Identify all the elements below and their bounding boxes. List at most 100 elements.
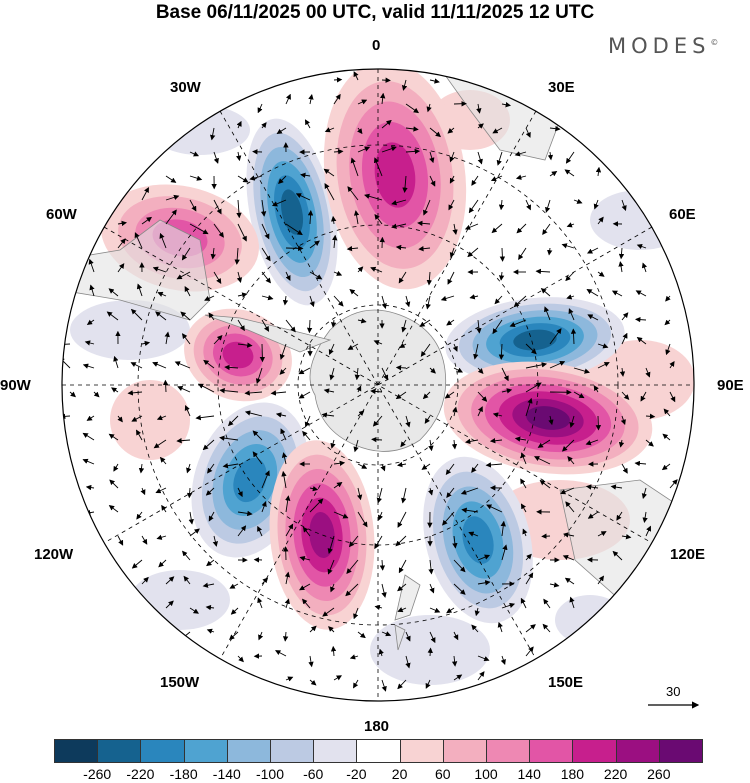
wind-vector	[663, 408, 671, 417]
wind-vector	[261, 247, 271, 262]
wind-vector	[372, 415, 383, 427]
wind-vector	[398, 271, 407, 284]
wind-vector	[501, 388, 513, 394]
lon-label-30w: 30W	[170, 79, 201, 96]
wind-vector	[429, 78, 440, 84]
colorbar-cell	[529, 739, 574, 763]
wind-vector	[379, 559, 386, 571]
antarctica-landmass	[309, 309, 447, 452]
wind-vector	[353, 607, 359, 620]
colorbar-tick-label: 180	[560, 766, 585, 782]
wind-vector	[429, 583, 435, 594]
wind-vector	[477, 655, 490, 662]
wind-vector	[513, 295, 527, 308]
wind-vector	[427, 647, 433, 657]
wind-vector	[345, 583, 359, 597]
wind-vector	[127, 390, 143, 396]
wind-vector	[573, 391, 585, 399]
wind-vector	[229, 583, 239, 589]
wind-vector	[405, 103, 420, 114]
wind-vector	[566, 294, 575, 300]
colorbar-cell	[615, 739, 660, 763]
wind-vector	[568, 308, 575, 321]
wind-vector	[619, 367, 626, 377]
wind-vector	[357, 146, 371, 153]
wind-vector	[140, 487, 146, 496]
wind-vector	[298, 391, 311, 399]
colorbar-tick-label: -100	[255, 766, 285, 782]
colorbar-cell	[658, 739, 703, 763]
wind-vector	[236, 151, 242, 162]
wind-vector	[501, 544, 508, 561]
wind-vector	[323, 168, 335, 177]
wind-vector	[635, 290, 647, 297]
wind-vector	[636, 336, 647, 345]
wind-vector	[485, 462, 503, 468]
wind-vector	[285, 495, 291, 513]
wind-vector	[298, 367, 311, 375]
wind-vector	[189, 223, 209, 235]
wind-vector	[333, 481, 343, 489]
wind-vector	[276, 127, 287, 134]
wind-vector	[618, 261, 624, 273]
wind-vector	[621, 391, 630, 400]
wind-vector	[202, 439, 215, 451]
wind-vector	[494, 295, 503, 305]
wind-vector	[346, 559, 359, 574]
lon-label-60e: 60E	[669, 206, 696, 223]
wind-vector	[330, 583, 336, 593]
colorbar-cell	[97, 739, 142, 763]
wind-vector	[452, 343, 458, 352]
wind-vector	[306, 319, 313, 334]
colorbar-tick-label: 20	[391, 766, 408, 782]
wind-vector	[514, 151, 527, 157]
wind-vector	[117, 238, 126, 249]
wind-vector	[391, 199, 407, 206]
wind-vector	[152, 266, 167, 273]
wind-vector	[429, 127, 441, 138]
wind-vector	[428, 439, 434, 452]
colorbar-cell	[399, 739, 444, 763]
lon-label-0: 0	[372, 37, 381, 54]
colorbar-tick-label: -60	[303, 766, 324, 782]
colorbar-tick-label: 220	[603, 766, 628, 782]
wind-vector	[381, 679, 387, 692]
wind-vector	[309, 486, 319, 492]
wind-vector	[84, 340, 95, 346]
wind-vector	[446, 607, 455, 614]
wind-vector	[309, 679, 317, 686]
wind-vector	[586, 289, 599, 297]
wind-vector	[279, 343, 287, 360]
wind-vector	[285, 319, 296, 333]
wind-vector	[304, 119, 311, 129]
wind-vector	[426, 103, 432, 113]
wind-vector	[237, 319, 245, 332]
colorbar-tick-label: 260	[647, 766, 671, 782]
wind-vector	[370, 266, 383, 273]
wind-vector	[561, 439, 575, 452]
wind-vector	[520, 503, 527, 513]
wind-vector	[86, 319, 95, 326]
wind-vector	[93, 391, 100, 398]
wind-vector	[330, 645, 337, 657]
wind-vector	[252, 451, 263, 465]
wind-vector	[156, 415, 167, 421]
wind-vector	[490, 175, 503, 182]
wind-vector	[323, 388, 335, 394]
wind-vector	[395, 364, 407, 371]
wind-vector	[373, 340, 383, 346]
wind-vector	[533, 456, 551, 465]
wind-vector	[261, 122, 267, 129]
wind-vector	[542, 623, 551, 633]
lon-label-90e: 90E	[717, 377, 744, 394]
wind-vector	[397, 679, 407, 690]
wind-vector	[308, 94, 314, 105]
wind-vector	[261, 501, 267, 513]
wind-vector	[237, 655, 244, 663]
wind-vector	[157, 291, 167, 297]
lon-label-150e: 150E	[548, 674, 584, 691]
wind-vector	[567, 456, 575, 465]
wind-vector	[452, 223, 458, 235]
wind-vector	[333, 295, 344, 307]
wind-vector	[573, 367, 590, 374]
